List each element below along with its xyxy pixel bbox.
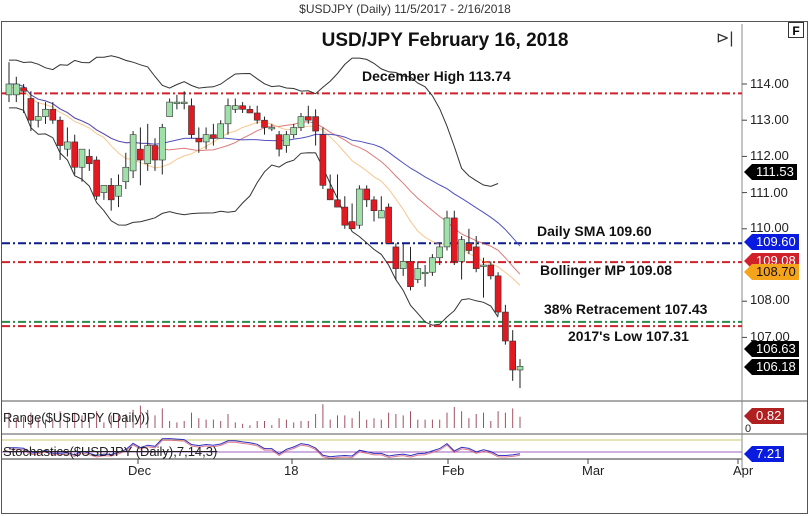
y-tick: 108.00	[750, 292, 790, 307]
y-tick: 112.00	[750, 148, 789, 163]
badge-range: 0.82	[743, 408, 785, 424]
x-tick-mar: Mar	[582, 463, 605, 478]
play-to-end-icon[interactable]: ⊳|	[716, 30, 734, 47]
y-tick: 110.00	[750, 220, 789, 235]
badge-sma: 109.60	[744, 234, 799, 250]
y-tick: 114.00	[750, 76, 789, 91]
badge-ema: 108.70	[744, 264, 799, 280]
chart-title: USD/JPY February 16, 2018	[321, 30, 569, 51]
x-tick-18: 18	[284, 463, 299, 478]
x-tick-dec: Dec	[128, 463, 152, 478]
annotation-daily-sma: Daily SMA 109.60	[537, 223, 652, 239]
stochastics-pane-label: Stochastics($USDJPY (Daily),7,14,3)	[3, 444, 218, 459]
y-tick: 107.00	[750, 329, 790, 344]
badge-stochastics: 7.21	[743, 446, 785, 462]
badge-close: 106.18	[744, 359, 799, 375]
range-zero-tick: 0	[745, 423, 752, 435]
x-tick-feb: Feb	[442, 463, 465, 478]
range-pane-label: Range($USDJPY (Daily))	[3, 410, 150, 425]
chart-frame	[1, 21, 808, 514]
annotation-retracement: 38% Retracement 107.43	[544, 301, 708, 317]
badge-lower-band: 106.63	[744, 341, 799, 357]
y-tick: 111.00	[750, 185, 788, 200]
x-tick-apr: Apr	[733, 463, 754, 478]
annotation-2017-low: 2017's Low 107.31	[568, 328, 689, 344]
badge-upper-band: 111.53	[744, 164, 797, 180]
symbol-date-range: $USDJPY (Daily) 11/5/2017 - 2/16/2018	[299, 2, 511, 16]
annotation-december-high: December High 113.74	[362, 68, 511, 84]
annotation-bollinger-mp: Bollinger MP 109.08	[540, 262, 673, 278]
y-tick: 113.00	[750, 112, 789, 127]
f-button[interactable]: F	[788, 22, 804, 38]
